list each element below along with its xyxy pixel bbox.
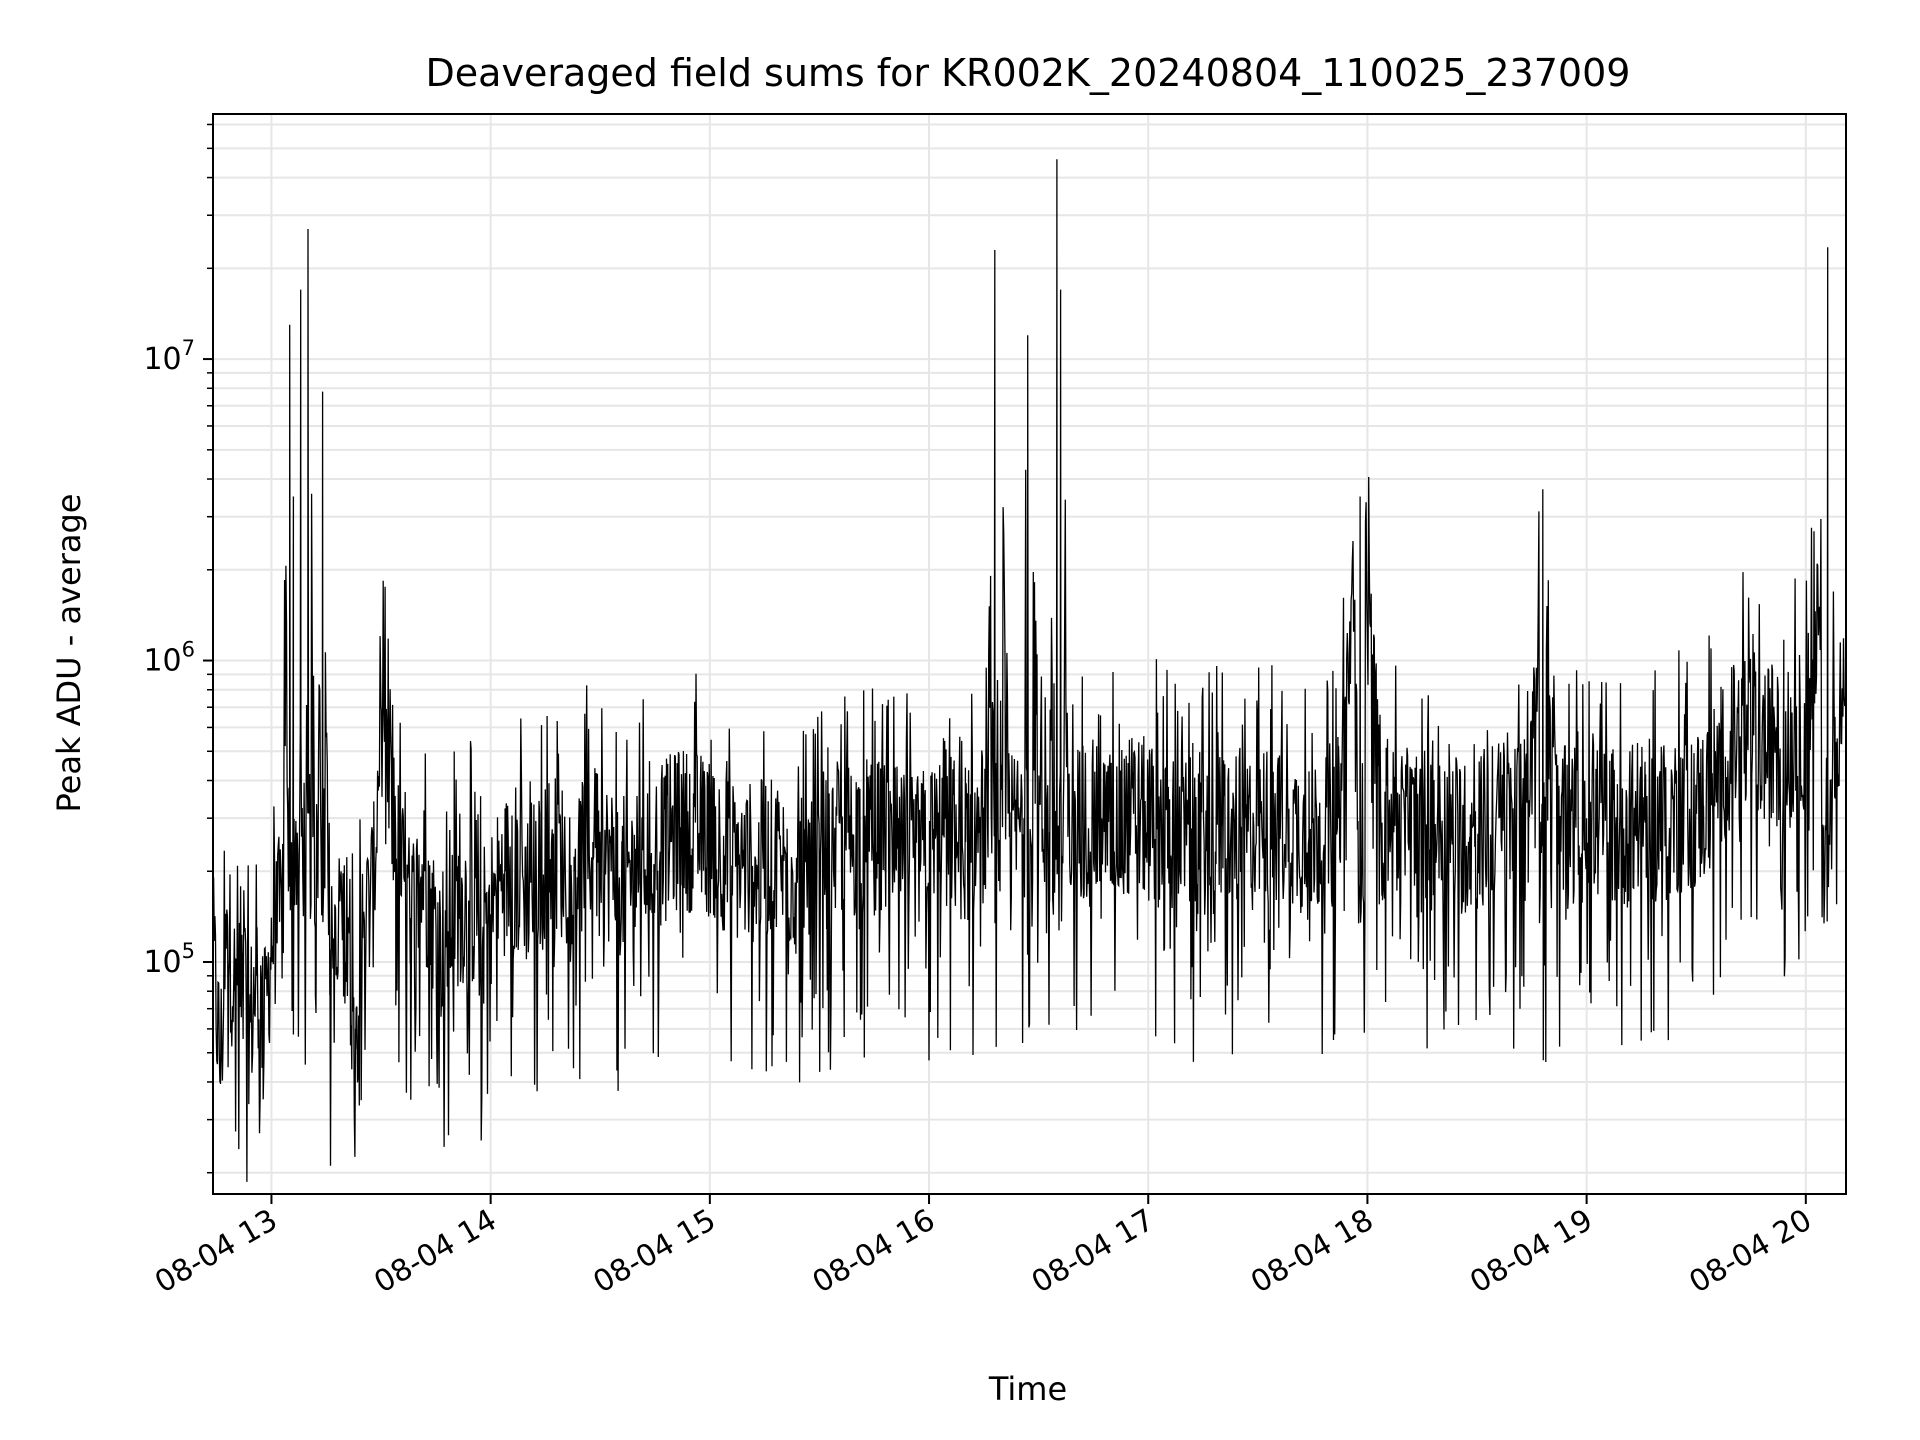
plot-area-frame (212, 113, 1847, 1195)
series-layer (212, 159, 1847, 1182)
y-axis: 105 106 107 (143, 123, 213, 1174)
series-line (212, 159, 1847, 1182)
y-tick-label: 107 (143, 336, 195, 377)
x-axis-title: Time (988, 1370, 1067, 1408)
y-tick-label: 106 (143, 638, 195, 679)
y-axis-title: Peak ADU - average (50, 494, 88, 813)
chart-title: Deaveraged field sums for KR002K_2024080… (426, 51, 1631, 95)
y-tick-label: 105 (143, 939, 195, 980)
